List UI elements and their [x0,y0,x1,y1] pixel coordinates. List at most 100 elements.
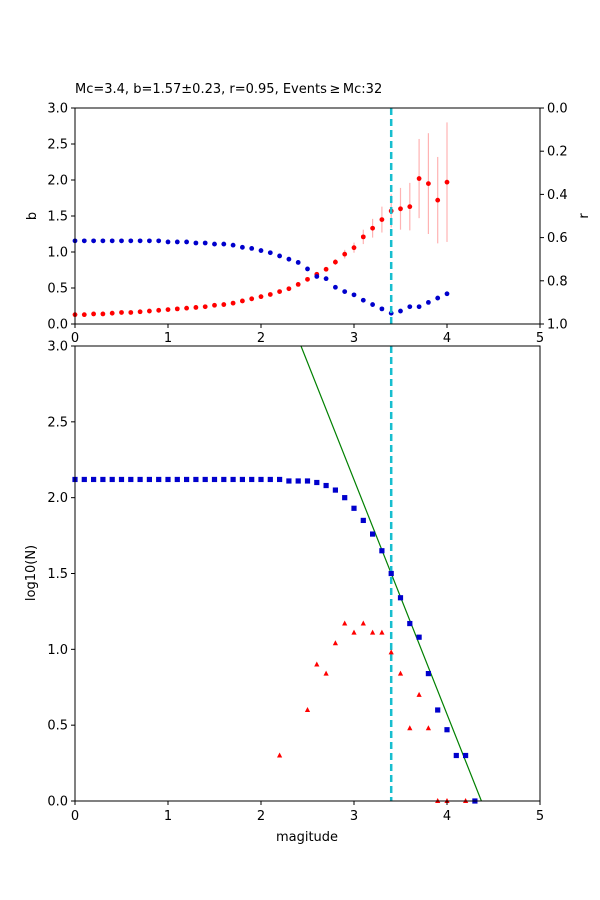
cumulative-count-point [370,531,376,537]
incremental-count-point [425,725,431,731]
cumulative-count-point [267,476,273,483]
r-value-point [212,241,217,247]
y-tick-label: 0.5 [47,719,68,734]
r-value-point [221,241,227,247]
cumulative-count-point [453,752,459,759]
b-value-point [128,310,134,315]
cumulative-count-point [184,476,190,483]
incremental-count-point [332,640,338,646]
r-value-point [109,238,115,244]
cumulative-count-point [304,478,311,484]
r-value-point [202,240,208,246]
cumulative-count-point [388,570,394,577]
b-value-point [444,179,450,185]
x-tick-label: 1 [164,331,172,346]
r-value-point [398,308,403,314]
incremental-count-point [304,707,311,712]
b-value-point [100,311,106,317]
b-value-point [286,286,292,292]
x-tick-label: 5 [536,331,544,346]
r-value-point [184,239,190,245]
r-value-point [360,297,366,303]
cumulative-count-point [314,479,320,486]
r-value-point [426,300,431,305]
r-value-point [240,244,245,250]
incremental-count-point [370,629,376,635]
cumulative-count-point [211,476,218,483]
r-value-point [370,302,375,307]
cumulative-count-point [323,482,329,489]
r-value-point [379,306,385,312]
y-right-tick-label: 0.6 [547,231,568,246]
x-tick-label: 0 [71,331,79,346]
b-value-point [174,306,180,312]
x-tick-label: 5 [536,809,544,824]
cumulative-count-point [435,707,441,713]
b-value-point [249,296,255,302]
y-tick-label: 3.0 [47,102,68,117]
r-value-point [277,253,282,259]
b-value-point [398,206,403,212]
r-value-point [267,250,273,256]
r-value-point [444,291,450,297]
y-tick-label: 0.0 [47,795,68,810]
b-value-point [267,292,273,297]
top-plot-frame [74,107,541,325]
r-value-point [258,248,264,253]
y-tick-label: 1.5 [47,567,68,582]
cumulative-count-point [193,476,199,483]
b-value-point [119,310,124,315]
y-axis-label-b: b [25,212,40,220]
incremental-count-point [416,691,422,697]
cumulative-count-point [286,478,292,484]
cumulative-count-point [249,476,255,483]
b-value-point [184,305,190,311]
b-value-point [295,282,301,287]
b-value-point [137,309,143,315]
y-tick-label: 1.0 [47,643,68,658]
y-right-tick-label: 0.8 [547,274,568,289]
cumulative-count-point [277,476,283,483]
b-value-point [240,298,245,304]
incremental-count-point [407,725,413,731]
y-tick-label: 2.0 [47,491,68,506]
b-value-point [351,245,357,251]
b-value-point [360,234,366,240]
x-tick-label: 3 [350,331,358,346]
y-tick-label: 2.5 [47,415,68,430]
x-tick-label: 0 [71,809,79,824]
r-value-point [119,238,124,244]
incremental-count-point [351,629,357,635]
b-value-point [81,312,87,318]
cumulative-count-point [91,476,97,483]
r-value-point [305,266,310,272]
b-value-point [305,276,310,282]
cumulative-count-point [118,476,125,483]
y-axis-label-log10n: log10(N) [24,545,39,601]
r-value-point [295,260,301,265]
cumulative-count-point [332,487,338,493]
r-value-point [342,289,348,294]
b-value-point [323,266,329,272]
cumulative-count-point [407,620,413,627]
x-tick-label: 2 [257,809,265,824]
r-value-point [193,240,199,246]
incremental-count-point [277,752,283,758]
cumulative-count-point [360,517,366,524]
cumulative-count-point [202,476,208,483]
incremental-count-point [323,670,329,676]
cumulative-count-point [128,476,134,483]
cumulative-count-point [295,478,301,484]
cumulative-count-point [100,476,106,483]
b-value-point [379,217,385,223]
cumulative-count-point [342,495,348,501]
y-right-tick-label: 0.2 [547,145,568,160]
b-value-point [202,304,208,310]
r-value-point [91,238,96,244]
b-value-point [193,305,199,310]
r-value-point [156,238,162,244]
cumulative-count-point [146,476,152,483]
y-tick-label: 3.0 [47,340,68,355]
b-value-point [147,308,152,314]
r-value-point [165,239,171,245]
